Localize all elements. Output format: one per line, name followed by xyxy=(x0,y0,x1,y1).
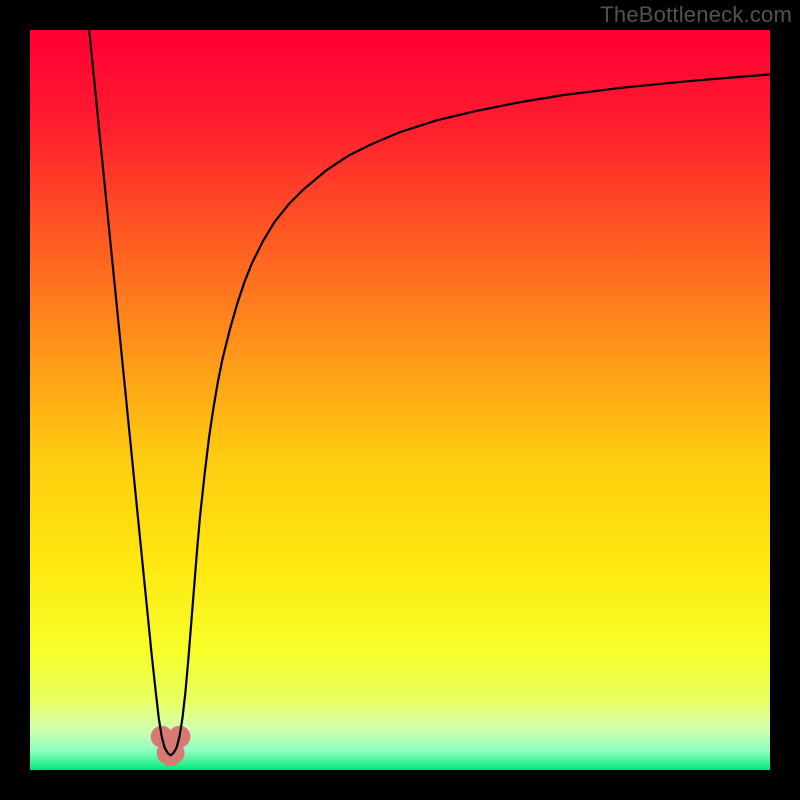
plot-background xyxy=(30,30,770,770)
chart-stage: TheBottleneck.com xyxy=(0,0,800,800)
bottleneck-plot xyxy=(0,0,800,800)
watermark-label: TheBottleneck.com xyxy=(600,2,792,28)
